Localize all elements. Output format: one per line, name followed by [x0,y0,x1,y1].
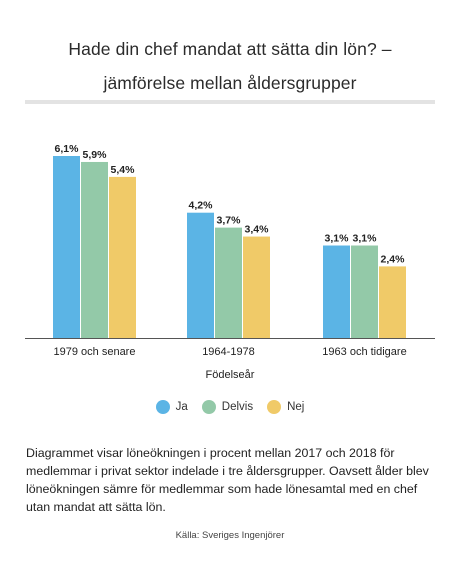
data-label-nej-2: 2,4% [381,253,406,265]
data-label-delvis-0: 5,9% [83,149,108,161]
x-tick-label-1: 1964-1978 [202,346,255,358]
legend-label-ja: Ja [175,401,188,413]
x-axis-title: Födelseår [206,369,255,381]
data-label-ja-2: 3,1% [325,233,350,245]
bar-nej-2[interactable] [379,266,406,338]
legend-swatch-ja [155,400,170,414]
data-label-delvis-1: 3,7% [217,215,242,227]
chart-description: Diagrammet visar löneökningen i procent … [26,446,429,514]
data-label-delvis-2: 3,1% [353,233,378,245]
chart-source: Källa: Sveriges Ingenjörer [175,530,285,541]
legend-label-nej: Nej [287,401,305,413]
x-tick-label-2: 1963 och tidigare [322,346,406,358]
x-tick-label-0: 1979 och senare [54,346,136,358]
legend-label-delvis: Delvis [221,401,254,413]
legend-swatch-delvis [201,400,216,414]
bar-ja-0[interactable] [53,156,80,338]
data-label-ja-0: 6,1% [55,143,80,155]
data-label-nej-0: 5,4% [111,164,136,176]
chart-title-line-1: Hade din chef mandat att sätta din lön? … [68,39,392,59]
title-divider [25,100,435,104]
bar-ja-1[interactable] [187,212,214,338]
data-label-nej-1: 3,4% [245,224,270,236]
bar-nej-1[interactable] [243,236,270,338]
bar-nej-0[interactable] [109,176,136,338]
legend-swatch-nej [267,400,282,414]
bar-ja-2[interactable] [323,245,350,338]
bar-delvis-2[interactable] [351,245,378,338]
data-label-ja-1: 4,2% [189,200,214,212]
chart-legend: Ja Delvis Nej [0,400,460,414]
legend-item-ja[interactable]: Ja [155,400,188,414]
legend-item-nej[interactable]: Nej [267,400,304,414]
bar-chart: 6,1% 5,9%5,4% 1979 och senare 4,2%3,7%3,4% 1… [25,143,435,381]
legend-item-delvis[interactable]: Delvis [201,400,254,414]
bar-delvis-0[interactable] [81,161,108,338]
bar-delvis-1[interactable] [215,227,242,338]
chart-title-line-2: jämförelse mellan åldersgrupper [103,73,357,93]
